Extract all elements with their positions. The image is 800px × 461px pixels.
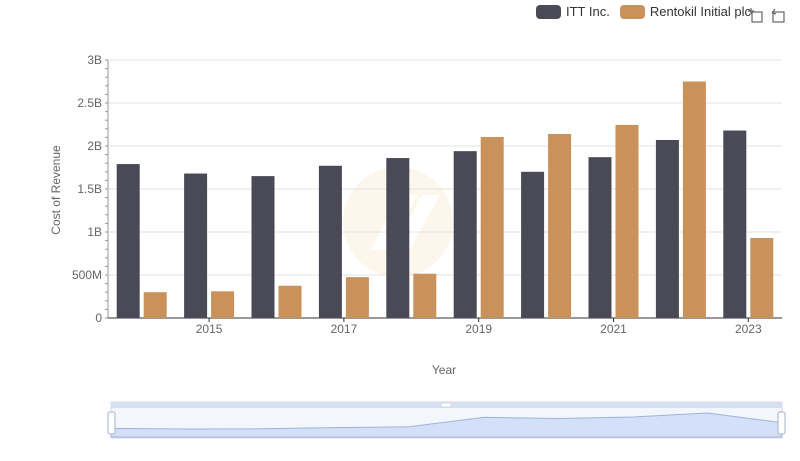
- bar-rentokil-2022[interactable]: [682, 81, 706, 319]
- bar-itt-2014[interactable]: [116, 164, 140, 318]
- slider-right-handle[interactable]: [777, 411, 786, 435]
- bar-itt-2023[interactable]: [723, 130, 747, 318]
- y-axis: 0 500M 1B 1.5B 2B 2.5B 3B: [72, 53, 109, 325]
- data-zoom-slider[interactable]: [107, 401, 786, 439]
- y-tick-label: 2.5B: [77, 96, 102, 110]
- chart-toolbar: [747, 7, 785, 23]
- bar-rentokil-2021[interactable]: [615, 124, 639, 319]
- legend-item-rentokil[interactable]: Rentokil Initial plc: [619, 4, 751, 19]
- y-tick-label: 500M: [72, 268, 102, 282]
- x-axis-title: Year: [431, 363, 457, 377]
- bar-rentokil-2017[interactable]: [345, 277, 369, 318]
- bars-group: [116, 81, 774, 319]
- x-tick-label: 2019: [465, 322, 492, 336]
- bar-itt-2020[interactable]: [521, 171, 545, 318]
- bar-itt-2018[interactable]: [386, 158, 410, 318]
- bar-rentokil-2014[interactable]: [143, 292, 167, 318]
- restore-icon[interactable]: [769, 7, 785, 23]
- legend-swatch-itt: [536, 4, 561, 19]
- box-zoom-icon[interactable]: [747, 7, 763, 23]
- legend-swatch-rentokil: [619, 4, 645, 19]
- y-tick-label: 1.5B: [77, 182, 102, 196]
- x-axis: 2015 2017 2019 2021 2023: [108, 317, 782, 336]
- x-tick-label: 2023: [735, 322, 762, 336]
- legend-item-itt[interactable]: ITT Inc.: [536, 4, 610, 19]
- bar-rentokil-2019[interactable]: [480, 136, 504, 318]
- x-tick-label: 2017: [331, 322, 358, 336]
- x-tick-label: 2021: [600, 322, 627, 336]
- bar-itt-2021[interactable]: [588, 157, 612, 318]
- y-tick-label: 3B: [87, 53, 102, 67]
- y-tick-label: 2B: [87, 139, 102, 153]
- bar-itt-2016[interactable]: [251, 176, 275, 318]
- bar-rentokil-2023[interactable]: [750, 238, 774, 318]
- grid-lines: [108, 59, 782, 319]
- bar-rentokil-2018[interactable]: [413, 273, 437, 318]
- bar-itt-2022[interactable]: [655, 139, 679, 318]
- legend-label-rentokil: Rentokil Initial plc: [649, 4, 751, 19]
- slider-left-handle[interactable]: [107, 411, 116, 435]
- bar-rentokil-2020[interactable]: [548, 133, 572, 318]
- bar-rentokil-2015[interactable]: [211, 291, 235, 318]
- legend: ITT Inc. Rentokil Initial plc: [536, 4, 761, 19]
- legend-label-itt: ITT Inc.: [566, 4, 610, 19]
- bar-itt-2017[interactable]: [318, 165, 342, 318]
- x-tick-label: 2015: [196, 322, 223, 336]
- bar-itt-2019[interactable]: [453, 151, 477, 318]
- y-tick-label: 1B: [87, 225, 102, 239]
- y-tick-label: 0: [95, 311, 102, 325]
- slider-center-grip[interactable]: [440, 402, 452, 408]
- y-axis-title: Cost of Revenue: [49, 145, 63, 235]
- bar-itt-2015[interactable]: [184, 173, 208, 318]
- bar-rentokil-2016[interactable]: [278, 285, 302, 318]
